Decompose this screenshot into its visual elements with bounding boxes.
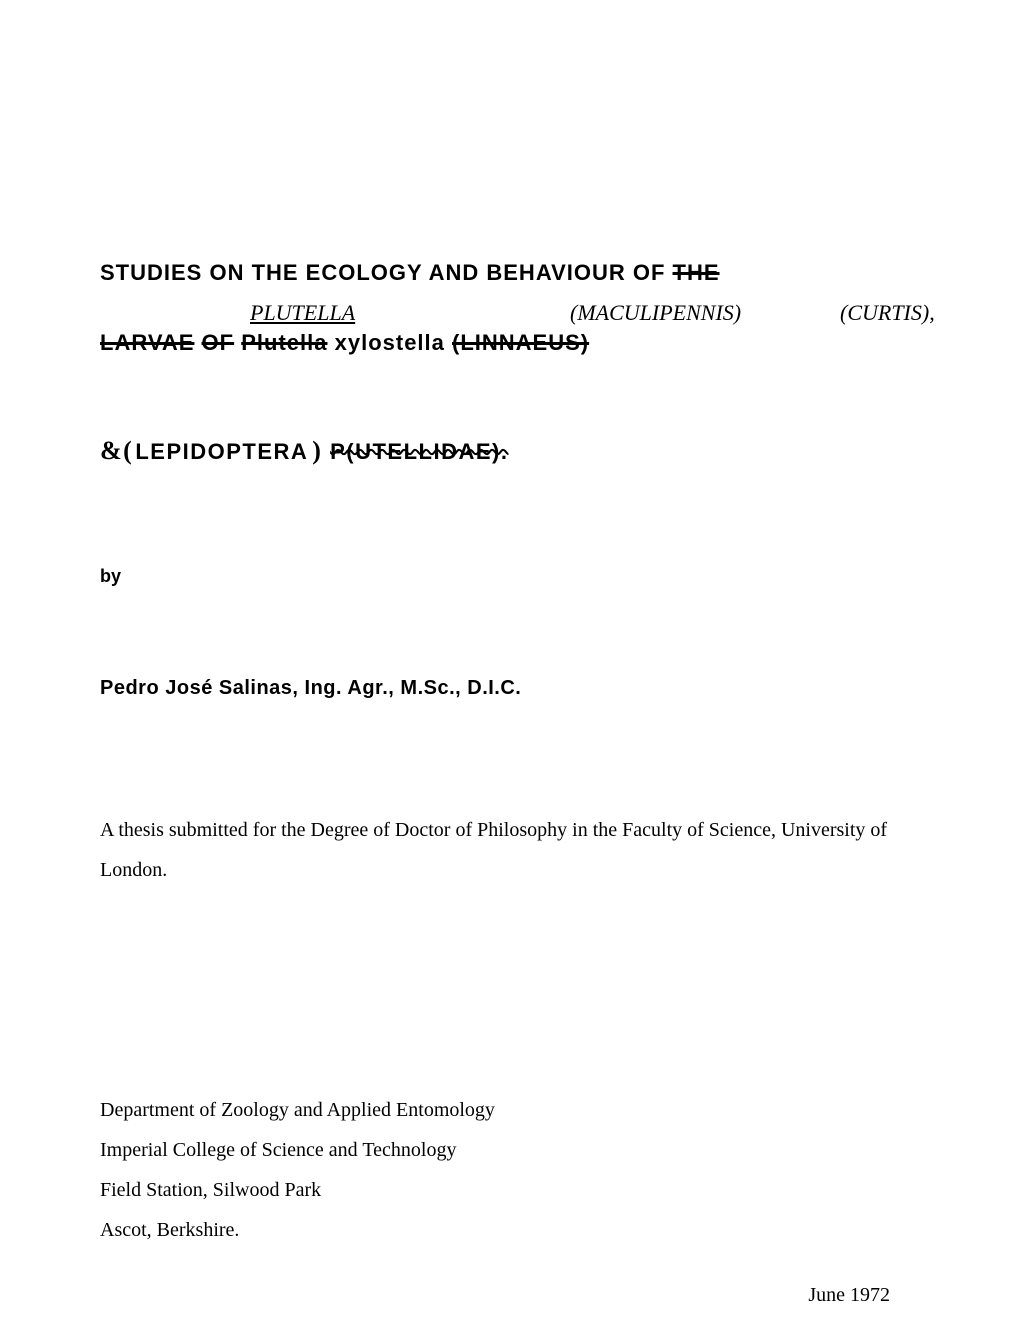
handwritten-plutella: PLUTELLA bbox=[250, 300, 355, 326]
by-label: by bbox=[100, 566, 920, 587]
struck-linnaeus: (LINNAEUS) bbox=[452, 330, 589, 355]
struck-of: OF bbox=[202, 330, 235, 355]
title-line-2: LARVAE OF Plutella xylostella (LINNAEUS) bbox=[100, 330, 589, 356]
title-text: STUDIES ON THE ECOLOGY AND BEHAVIOUR OF bbox=[100, 260, 673, 285]
struck-family: P(UTELLIDAE). bbox=[330, 439, 508, 464]
author-name: Pedro José Salinas, Ing. Agr., M.Sc., D.… bbox=[100, 677, 920, 700]
lepidoptera-text: LEPIDOPTERA bbox=[135, 439, 308, 464]
dept-line-1: Department of Zoology and Applied Entomo… bbox=[100, 1090, 920, 1130]
dept-line-3: Field Station, Silwood Park bbox=[100, 1170, 920, 1210]
thesis-date: June 1972 bbox=[808, 1284, 890, 1307]
title-line-3-container: &(LEPIDOPTERA) P(UTELLIDAE). bbox=[100, 436, 920, 466]
handwritten-curtis: (CURTIS), bbox=[840, 300, 935, 326]
struck-the: THE bbox=[673, 260, 720, 285]
dept-line-2: Imperial College of Science and Technolo… bbox=[100, 1130, 920, 1170]
department-block: Department of Zoology and Applied Entomo… bbox=[100, 1090, 920, 1250]
title-line-2-container: PLUTELLA (MACULIPENNIS) (CURTIS), LARVAE… bbox=[100, 306, 920, 366]
title-line-1: STUDIES ON THE ECOLOGY AND BEHAVIOUR OF … bbox=[100, 260, 920, 286]
title-line-3: &(LEPIDOPTERA) P(UTELLIDAE). bbox=[100, 439, 508, 464]
xylostella-text: xylostella bbox=[335, 330, 452, 355]
handwritten-paren-close: ) bbox=[312, 436, 322, 465]
thesis-title-page: STUDIES ON THE ECOLOGY AND BEHAVIOUR OF … bbox=[0, 0, 1020, 1342]
thesis-description: A thesis submitted for the Degree of Doc… bbox=[100, 810, 920, 890]
handwritten-paren-open: &( bbox=[100, 436, 133, 465]
handwritten-maculipennis: (MACULIPENNIS) bbox=[570, 300, 741, 326]
struck-plutella: Plutella bbox=[241, 330, 327, 355]
struck-larvae: LARVAE bbox=[100, 330, 194, 355]
dept-line-4: Ascot, Berkshire. bbox=[100, 1210, 920, 1250]
